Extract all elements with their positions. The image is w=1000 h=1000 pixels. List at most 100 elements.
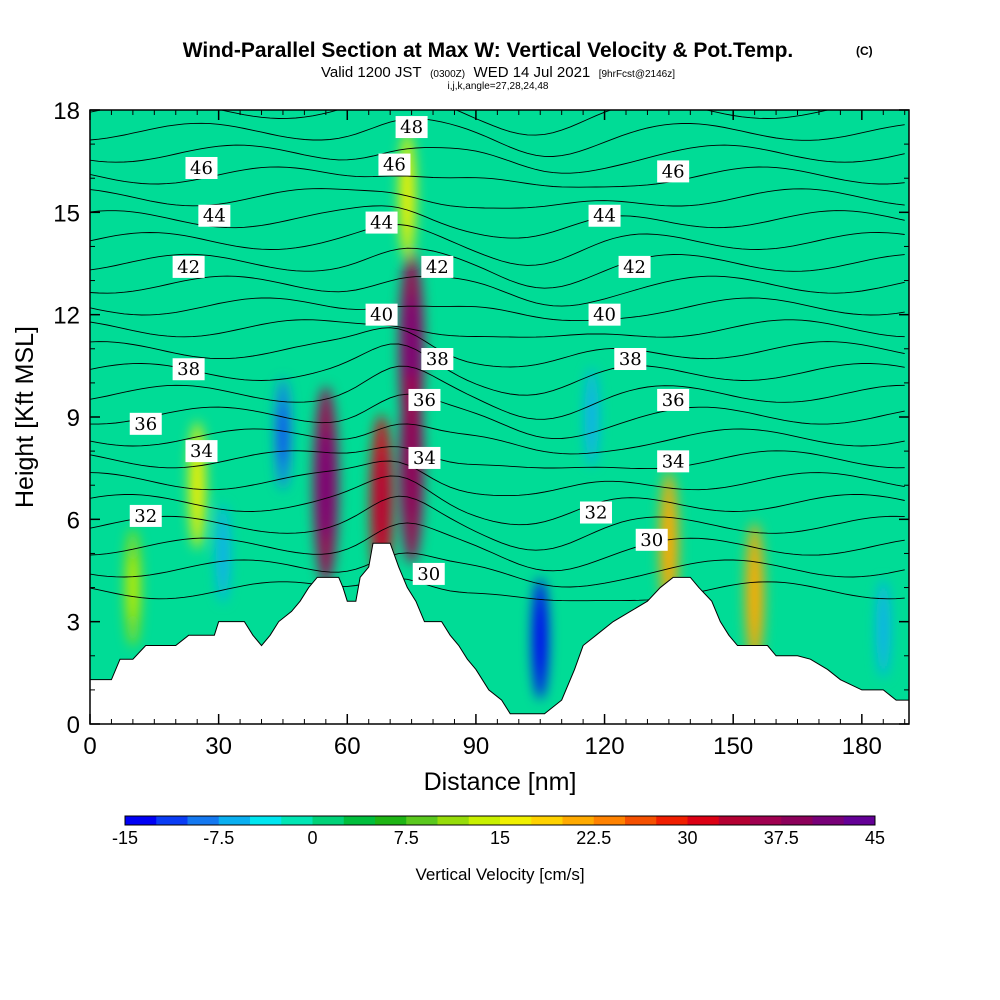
colorbar-swatch <box>562 816 595 825</box>
velocity-feature-core <box>192 450 202 521</box>
colorbar-tick-label: 15 <box>490 828 510 848</box>
velocity-feature-core <box>319 430 333 540</box>
plot-background <box>90 110 909 724</box>
colorbar-swatch <box>343 816 376 825</box>
y-tick-label: 9 <box>67 405 80 432</box>
theta-contour-line <box>90 552 905 588</box>
velocity-feature-core <box>279 403 287 465</box>
colorbar-swatch <box>125 816 157 825</box>
colorbar-tick-label: 7.5 <box>394 828 419 848</box>
colorbar-tick-label: 0 <box>307 828 317 848</box>
theta-contour-label: 32 <box>579 501 612 524</box>
x-axis-label: Distance [nm] <box>424 768 577 796</box>
velocity-feature-core <box>402 160 412 231</box>
theta-contour-label: 46 <box>378 153 411 176</box>
colorbar-ticks: -15 -7.5 0 7.5 15 22.5 30 37.5 45 <box>112 828 885 848</box>
colorbar-swatch <box>593 816 626 825</box>
theta-contour-label: 44 <box>365 211 398 234</box>
theta-contour-label-text: 40 <box>593 305 616 326</box>
theta-contour-line <box>90 144 905 174</box>
colorbar-swatch <box>437 816 470 825</box>
theta-contour-label-text: 36 <box>662 390 685 411</box>
x-tick-label: 180 <box>842 733 882 760</box>
theta-contour-label-text: 44 <box>370 213 393 234</box>
theta-contours <box>90 110 905 602</box>
colorbar-swatch <box>625 816 657 825</box>
forecast-info: [9hrFcst@2146z] <box>599 69 676 80</box>
theta-contour-label: 38 <box>172 358 205 381</box>
y-tick-label: 0 <box>67 712 80 739</box>
theta-contour-line <box>90 319 905 338</box>
colorbar-frame <box>124 815 876 826</box>
colorbar-swatch <box>500 816 532 825</box>
theta-contour-label: 42 <box>618 255 651 278</box>
colorbar-swatch <box>687 816 720 825</box>
velocity-feature-core <box>664 503 674 583</box>
colorbar-swatch <box>281 816 313 825</box>
velocity-feature-core <box>749 554 760 634</box>
theta-contour-label: 44 <box>198 204 231 227</box>
theta-contour-label: 38 <box>421 348 454 371</box>
theta-contour-label-text: 42 <box>177 257 200 278</box>
velocity-feature-core <box>128 554 137 621</box>
theta-contour-line <box>90 460 905 497</box>
y-tick-label: 15 <box>53 200 80 227</box>
theta-contour-label-text: 44 <box>593 206 616 227</box>
theta-contour-label-text: 34 <box>190 441 213 462</box>
velocity-feature-core <box>879 601 887 656</box>
y-tick-label: 12 <box>53 303 80 330</box>
theta-contour-label: 36 <box>657 388 690 411</box>
theta-contour-label-text: 32 <box>585 503 608 524</box>
theta-contour-line <box>90 393 905 440</box>
theta-contour-label-text: 38 <box>177 359 200 380</box>
theta-contour-label-text: 32 <box>134 506 157 527</box>
colorbar-swatch <box>718 816 751 825</box>
x-tick-label: 60 <box>334 733 361 760</box>
theta-contour-label-text: 30 <box>640 530 663 551</box>
theta-contour-label-text: 46 <box>662 161 685 182</box>
y-tick-label: 3 <box>67 610 80 637</box>
theta-contour-line <box>90 475 905 526</box>
x-tick-label: 0 <box>83 733 96 760</box>
theta-contour-label-text: 46 <box>190 158 213 179</box>
theta-contour-line <box>90 275 905 307</box>
theta-contour-label: 34 <box>408 446 441 469</box>
theta-contour-line <box>90 205 905 239</box>
colorbar-swatch <box>218 816 251 825</box>
theta-contour-line <box>90 247 905 289</box>
colorbar-swatch <box>468 816 501 825</box>
x-axis-ticks: 0 30 60 90 120 150 180 <box>83 110 906 760</box>
chart-title: Wind-Parallel Section at Max W: Vertical… <box>183 39 794 62</box>
colorbar-swatch <box>781 816 813 825</box>
theta-contour-label: 34 <box>185 440 218 463</box>
theta-contour-label-text: 46 <box>383 155 406 176</box>
colorbar-swatch <box>750 816 782 825</box>
theta-contour-label: 44 <box>588 204 621 227</box>
colorbar-tick-label: 37.5 <box>764 828 799 848</box>
theta-contour-line <box>90 522 905 572</box>
theta-contour-label: 36 <box>129 412 162 435</box>
colorbar-swatch <box>312 816 345 825</box>
colorbar-tick-label: 30 <box>677 828 697 848</box>
theta-contour-label-text: 40 <box>370 305 393 326</box>
theta-contour-label: 30 <box>412 562 445 585</box>
theta-contour-label-text: 34 <box>662 451 685 472</box>
theta-contour-label: 36 <box>408 388 441 411</box>
colorbar-swatch <box>156 816 188 825</box>
theta-contour-line <box>90 446 905 470</box>
theta-contour-line <box>90 188 905 209</box>
theta-contour-label: 40 <box>588 303 621 326</box>
theta-contour-line <box>90 343 905 396</box>
colorbar-label: Vertical Velocity [cm/s] <box>415 865 584 884</box>
theta-contour-label-text: 42 <box>623 257 646 278</box>
colorbar-swatch <box>531 816 563 825</box>
velocity-feature-core <box>375 453 388 551</box>
valid-time: Valid 1200 JST <box>321 64 422 81</box>
velocity-feature-core <box>588 389 596 445</box>
colorbar <box>124 815 876 826</box>
theta-contour-line <box>90 166 905 188</box>
theta-contour-label: 34 <box>657 450 690 473</box>
theta-contour-line <box>90 297 905 322</box>
colorbar-swatch <box>375 816 407 825</box>
theta-contour-label-text: 30 <box>417 564 440 585</box>
